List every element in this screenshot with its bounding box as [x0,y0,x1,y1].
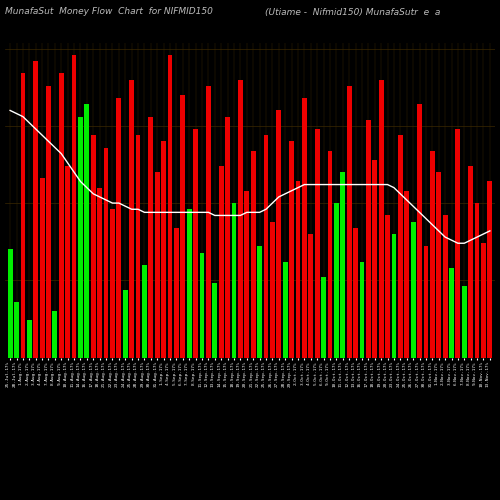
Bar [232,203,236,358]
Bar [104,148,108,358]
Bar [392,234,396,358]
Bar [283,262,288,358]
Bar [148,116,153,358]
Bar [130,80,134,357]
Bar [200,252,204,358]
Bar [302,98,307,357]
Bar [91,135,96,358]
Bar [481,243,486,358]
Bar [289,142,294,358]
Bar [187,210,192,358]
Bar [264,135,268,358]
Bar [385,216,390,358]
Bar [334,203,339,358]
Bar [225,116,230,358]
Bar [84,104,89,358]
Bar [347,86,352,357]
Bar [72,55,76,358]
Bar [136,135,140,358]
Bar [46,86,51,357]
Bar [404,190,409,358]
Bar [378,80,384,357]
Bar [468,166,473,358]
Bar [430,150,434,358]
Bar [372,160,377,358]
Bar [219,166,224,358]
Text: (Utiame -  Nifmid150) MunafaSutr  e  a: (Utiame - Nifmid150) MunafaSutr e a [265,8,440,16]
Bar [328,150,332,358]
Bar [212,284,217,358]
Bar [52,311,58,358]
Bar [78,116,83,358]
Bar [424,246,428,358]
Bar [449,268,454,358]
Bar [270,222,275,358]
Bar [27,320,32,358]
Bar [340,172,345,358]
Bar [98,188,102,358]
Bar [244,190,249,358]
Bar [462,286,466,358]
Bar [116,98,121,357]
Bar [66,166,70,358]
Bar [296,182,300,358]
Bar [123,290,128,358]
Bar [14,302,19,358]
Text: MunafaSut  Money Flow  Chart  for NIFMID150: MunafaSut Money Flow Chart for NIFMID150 [5,8,213,16]
Bar [193,129,198,358]
Bar [474,203,480,358]
Bar [155,172,160,358]
Bar [315,129,320,358]
Bar [238,80,243,357]
Bar [321,277,326,357]
Bar [398,135,402,358]
Bar [110,210,115,358]
Bar [180,95,185,357]
Bar [308,234,313,358]
Bar [168,55,172,358]
Bar [456,129,460,358]
Bar [410,222,416,358]
Bar [40,178,44,358]
Bar [34,61,38,358]
Bar [142,265,147,358]
Bar [436,172,441,358]
Bar [417,104,422,358]
Bar [251,150,256,358]
Bar [442,216,448,358]
Bar [366,120,370,358]
Bar [20,74,25,358]
Bar [353,228,358,358]
Bar [59,74,64,358]
Bar [161,142,166,358]
Bar [174,228,179,358]
Bar [206,86,211,357]
Bar [360,262,364,358]
Bar [276,110,281,358]
Bar [8,250,12,358]
Bar [488,182,492,358]
Bar [257,246,262,358]
